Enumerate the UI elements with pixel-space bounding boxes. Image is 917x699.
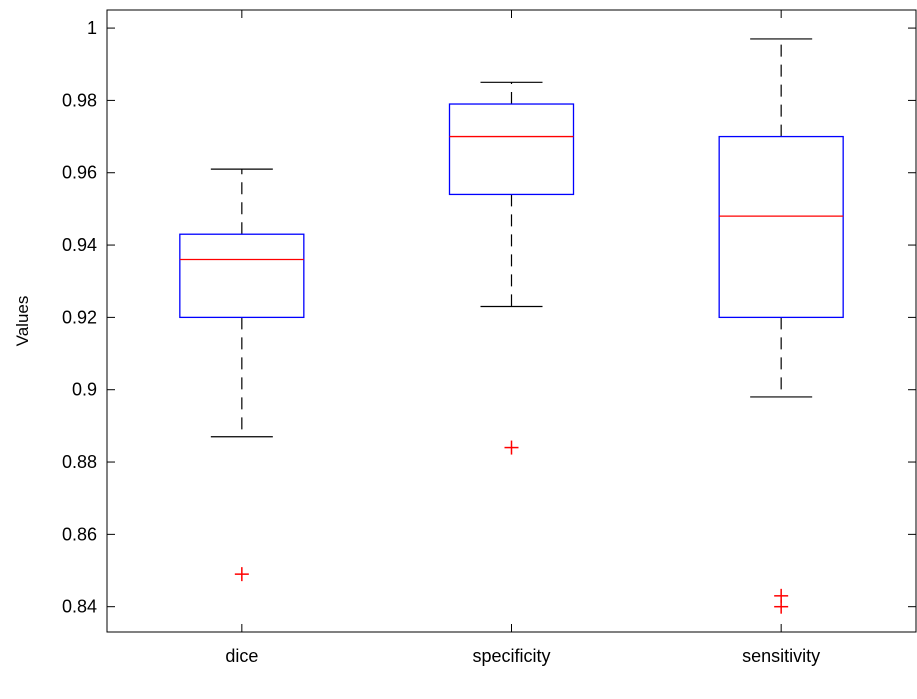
- y-tick-label: 0.94: [62, 235, 97, 255]
- iqr-box: [448, 103, 575, 196]
- y-tick-label: 0.88: [62, 452, 97, 472]
- box-series: [179, 38, 844, 614]
- box-dice: [179, 168, 305, 582]
- iqr-box: [179, 233, 305, 319]
- y-tick-label: 0.92: [62, 307, 97, 327]
- y-tick-label: 0.84: [62, 597, 97, 617]
- y-tick-label: 0.98: [62, 90, 97, 110]
- y-tick-label: 0.96: [62, 163, 97, 183]
- y-tick-label: 0.9: [72, 380, 97, 400]
- x-axis-ticks: dice specificity sensitivity: [225, 10, 820, 666]
- y-tick-label: 0.86: [62, 524, 97, 544]
- y-axis-label: Values: [13, 296, 32, 347]
- iqr-box: [718, 135, 844, 319]
- y-tick-label: 1: [87, 18, 97, 38]
- y-axis-ticks: 0.84 0.86 0.88 0.9 0.92 0.94 0.96 0.98 1: [62, 18, 916, 617]
- box-specificity: [448, 81, 575, 455]
- x-tick-label: dice: [225, 646, 258, 666]
- outlier-marker: [504, 440, 519, 455]
- outlier-marker: [774, 599, 789, 614]
- x-tick-label: sensitivity: [742, 646, 820, 666]
- box-sensitivity: [718, 38, 844, 614]
- outlier-marker: [234, 567, 249, 582]
- x-tick-label: specificity: [472, 646, 550, 666]
